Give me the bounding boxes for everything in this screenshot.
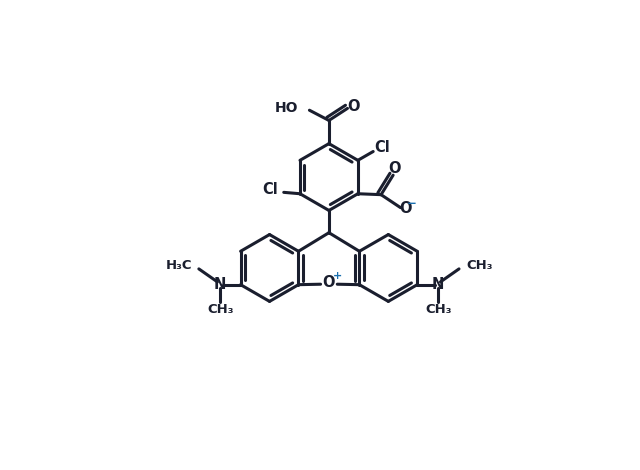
Text: Cl: Cl [374,140,390,155]
Text: O: O [399,201,412,216]
Text: +: + [333,271,342,281]
Text: N: N [432,277,444,292]
Text: O: O [323,275,335,290]
Text: CH₃: CH₃ [467,258,493,272]
Text: CH₃: CH₃ [207,303,234,316]
Text: HO: HO [275,102,298,115]
Text: CH₃: CH₃ [425,303,451,316]
Text: H₃C: H₃C [166,258,193,272]
Text: Cl: Cl [262,181,278,196]
Text: −: − [407,196,417,210]
Text: O: O [348,99,360,114]
Text: O: O [388,161,400,176]
Text: N: N [214,277,226,292]
